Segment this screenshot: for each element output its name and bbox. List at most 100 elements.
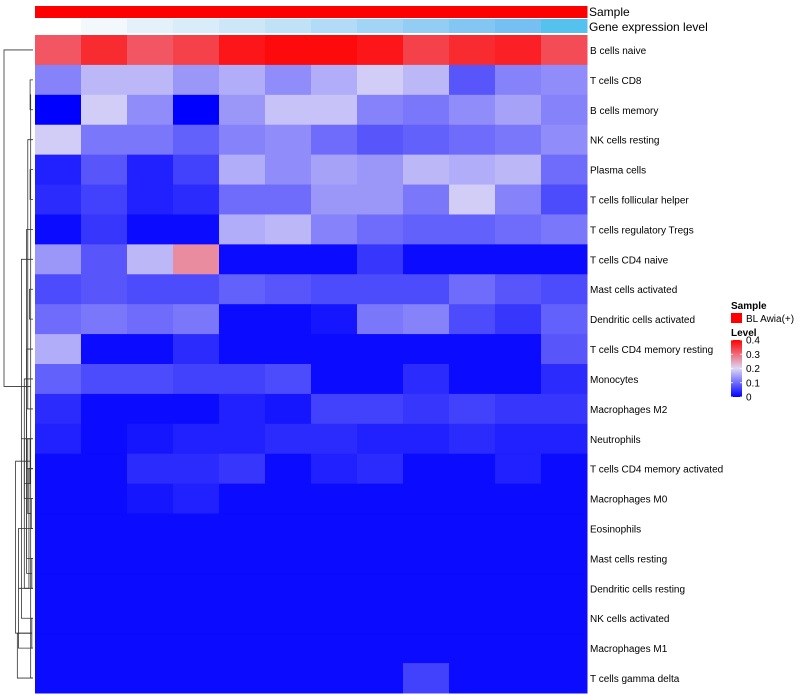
heatmap-cell (127, 543, 174, 574)
annotation-cell-expression-8 (403, 19, 450, 33)
heatmap-cell (35, 124, 82, 156)
heatmap-cell (81, 184, 128, 215)
annotation-cell-sample-7 (357, 6, 404, 18)
legend: Sample BL Awia(+) Level 0.4 0.3 0.2 0.1 0 (731, 301, 794, 404)
heatmap-cell (219, 35, 266, 66)
legend-tick-label: 0.1 (746, 378, 760, 389)
heatmap-cell (541, 483, 588, 515)
heatmap-cell (311, 423, 358, 455)
heatmap-cell (219, 453, 266, 485)
heatmap-cell (81, 543, 128, 574)
heatmap-cell (81, 244, 128, 275)
dendrogram-branch (27, 438, 33, 514)
heatmap-cell (449, 603, 496, 634)
heatmap-cell (127, 334, 174, 365)
row-label: T cells CD4 memory activated (590, 465, 723, 476)
heatmap-cell (311, 124, 358, 156)
heatmap-cell (357, 184, 404, 215)
row-label: Plasma cells (590, 166, 646, 177)
heatmap-cell (357, 543, 404, 574)
row-label: Eosinophils (590, 525, 641, 536)
heatmap-cell (265, 513, 312, 544)
heatmap-cell (541, 603, 588, 634)
heatmap-cells (35, 35, 588, 694)
heatmap-cell (127, 423, 174, 455)
heatmap-cell (311, 244, 358, 275)
heatmap-cell (357, 393, 404, 425)
heatmap-cell (265, 423, 312, 455)
heatmap-cell (495, 423, 542, 455)
legend-sample-title: Sample (731, 301, 767, 312)
heatmap-cell (403, 393, 450, 425)
heatmap-cell (219, 483, 266, 515)
heatmap-cell (541, 573, 588, 604)
row-dendrogram (3, 49, 33, 679)
heatmap-cell (449, 214, 496, 245)
heatmap-cell (35, 513, 82, 544)
heatmap-cell (403, 214, 450, 245)
legend-tick-label: 0.2 (746, 364, 760, 375)
annotation-cell-sample-6 (311, 6, 358, 18)
heatmap-cell (357, 94, 404, 126)
heatmap-cell (81, 334, 128, 365)
heatmap-cell (495, 603, 542, 634)
heatmap-cell (265, 663, 312, 694)
heatmap-cell (173, 573, 220, 604)
heatmap-cell (403, 543, 450, 574)
heatmap-cell (449, 393, 496, 425)
heatmap-cell (35, 304, 82, 335)
heatmap-cell (403, 244, 450, 275)
heatmap-cell (449, 364, 496, 395)
row-label: B cells naive (590, 46, 647, 57)
legend-tick-label: 0 (746, 393, 752, 404)
heatmap-cell (449, 513, 496, 544)
heatmap-cell (173, 423, 220, 455)
heatmap-cell (265, 633, 312, 664)
heatmap-cell (541, 64, 588, 96)
heatmap-cell (265, 64, 312, 96)
heatmap-cell (219, 154, 266, 186)
heatmap-cell (81, 94, 128, 126)
heatmap-cell (449, 184, 496, 215)
heatmap-cell (357, 663, 404, 694)
heatmap-cell (127, 304, 174, 335)
heatmap-cell (35, 35, 82, 66)
legend-ticks: 0.4 0.3 0.2 0.1 0 (731, 336, 760, 404)
heatmap-cell (81, 393, 128, 425)
heatmap-cell (127, 214, 174, 245)
heatmap-cell (449, 35, 496, 66)
dendrogram-branch (29, 288, 33, 320)
heatmap-cell (357, 603, 404, 634)
heatmap-cell (403, 573, 450, 604)
heatmap-cell (173, 393, 220, 425)
heatmap-cell (541, 543, 588, 574)
heatmap-cell (541, 244, 588, 275)
heatmap-cell (173, 663, 220, 694)
annotation-cell-expression-4 (219, 19, 266, 33)
dendrogram-branch (3, 49, 33, 387)
heatmap-cell (403, 124, 450, 156)
annotation-cell-expression-6 (311, 19, 358, 33)
dendrogram-branch (31, 617, 33, 649)
annotation-cell-expression-5 (265, 19, 312, 33)
heatmap-cell (35, 94, 82, 126)
legend-sample-label: BL Awia(+) (746, 314, 794, 325)
annotation-cell-sample-4 (219, 6, 266, 18)
heatmap-cell (81, 154, 128, 186)
row-label: T cells follicular helper (590, 196, 689, 207)
row-label: T cells CD4 naive (590, 255, 669, 266)
heatmap-cell (403, 663, 450, 694)
annotation-cell-expression-11 (541, 19, 588, 33)
heatmap-cell (127, 393, 174, 425)
heatmap-cell (219, 603, 266, 634)
heatmap-cell (127, 364, 174, 395)
heatmap-cell (495, 573, 542, 604)
legend-sample-swatch (731, 313, 742, 323)
heatmap-cell (311, 334, 358, 365)
heatmap-cell (541, 663, 588, 694)
heatmap-cell (541, 393, 588, 425)
heatmap-cell (81, 453, 128, 485)
heatmap-cell (35, 64, 82, 96)
heatmap-cell (495, 35, 542, 66)
